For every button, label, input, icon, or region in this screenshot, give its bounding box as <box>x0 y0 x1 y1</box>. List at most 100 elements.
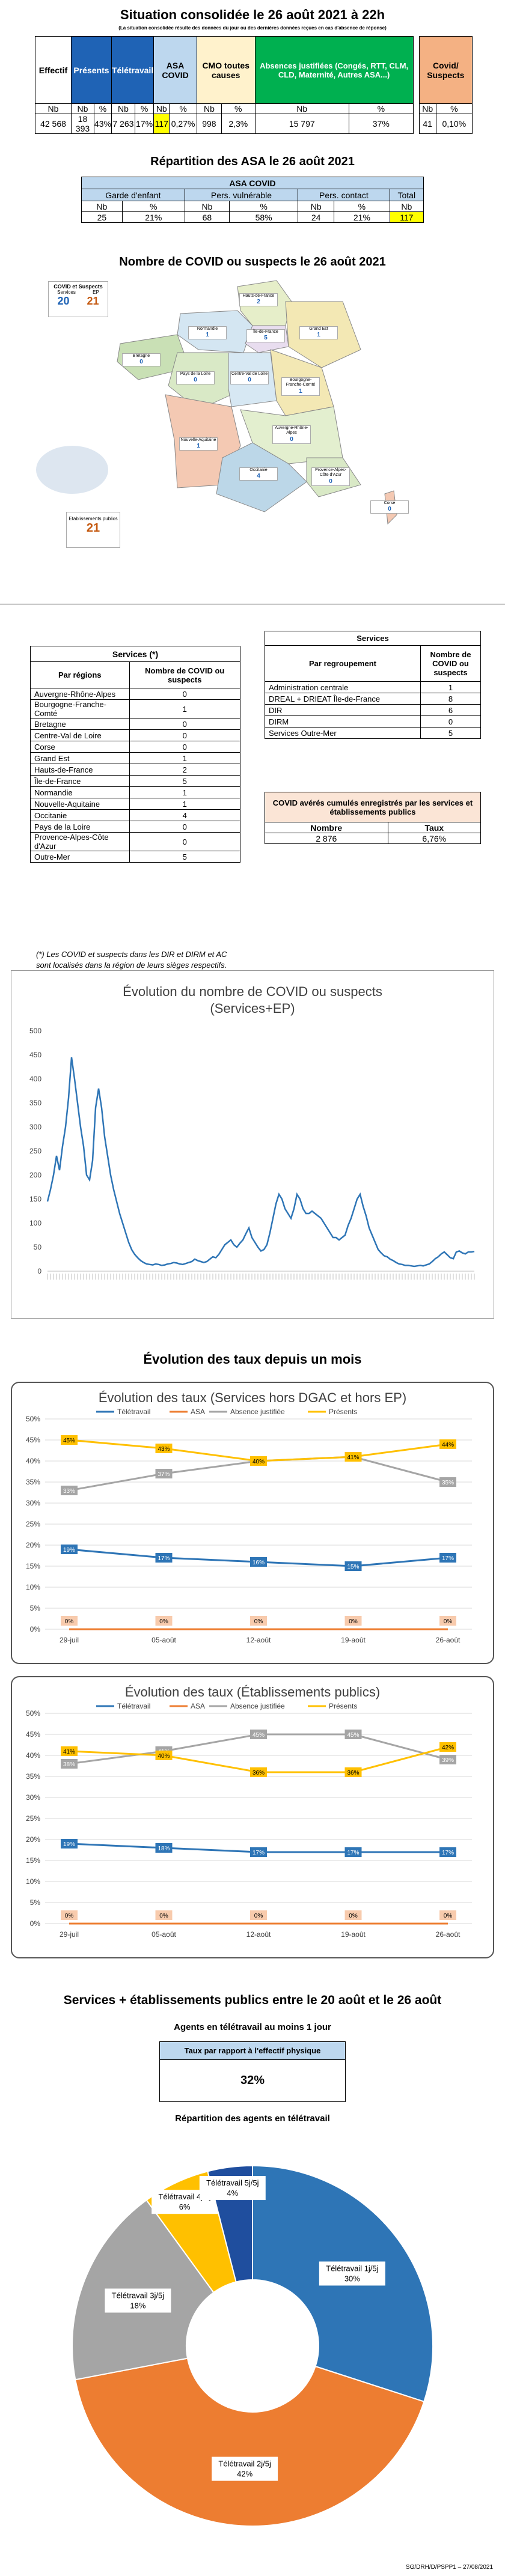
region-value: 1 <box>299 387 302 395</box>
row-label: Hauts-de-France <box>30 764 130 776</box>
row-label: Services Outre-Mer <box>265 727 421 739</box>
asa-value: 58% <box>229 211 299 223</box>
row-value: 1 <box>129 798 240 810</box>
pct-label: % <box>134 103 155 114</box>
y-tick-label: 450 <box>29 1051 41 1059</box>
nb-label: Nb <box>111 103 135 114</box>
asa-pct: 0,27% <box>169 114 197 134</box>
services-regions-table: Services (*) Par régions Nombre de COVID … <box>30 646 240 863</box>
x-tick-label: 29-juil <box>60 1636 79 1644</box>
data-label: 0% <box>65 1913 74 1919</box>
row-value: 0 <box>129 821 240 833</box>
row-value: 1 <box>420 681 481 693</box>
data-label: 41% <box>347 1454 359 1461</box>
legend-label: Présents <box>329 1408 357 1416</box>
cumul-col-taux: Taux <box>387 822 482 833</box>
legend-label: ASA <box>191 1408 205 1416</box>
region-name: Hauts-de-France <box>242 294 275 298</box>
y-tick-label: 250 <box>29 1147 41 1155</box>
region-name: Corse <box>384 501 396 505</box>
region-label: Normandie 1 <box>188 326 227 340</box>
footer: SG/DRH/D/PSPP1 – 27/08/2021 <box>405 2564 493 2571</box>
pct-label: % <box>229 201 299 212</box>
region-value: 1 <box>206 332 209 339</box>
asa-nb: 117 <box>153 114 170 134</box>
nb-label: Nb <box>71 103 94 114</box>
y-tick-label: 25% <box>26 1814 40 1823</box>
y-tick-label: 20% <box>26 1835 40 1844</box>
data-label-bg <box>61 1759 78 1769</box>
data-label: 0% <box>159 1913 168 1919</box>
row-value: 5 <box>129 851 240 863</box>
region-label: Corse 0 <box>370 500 409 514</box>
data-label: 39% <box>442 1757 454 1764</box>
region-value: 0 <box>290 436 293 443</box>
slice-label: Télétravail 4j/5j <box>158 2192 211 2201</box>
asa-table: ASA COVID Garde d'enfant Pers. vulnérabl… <box>81 177 424 223</box>
cumul-col-nombre: Nombre <box>265 822 388 833</box>
data-label-bg <box>250 1847 267 1857</box>
table-row: Auvergne-Rhône-Alpes 0 <box>30 688 240 700</box>
legend-ep-value: 21 <box>87 295 99 307</box>
chart-taux-services-svg: Évolution des taux (Services hors DGAC e… <box>26 1390 472 1644</box>
asa-value: 21% <box>334 211 390 223</box>
region-label: Bretagne 0 <box>122 353 161 367</box>
chart-title: Évolution des taux (Services hors DGAC e… <box>99 1390 406 1405</box>
data-label: 16% <box>252 1560 265 1566</box>
y-tick-label: 35% <box>26 1772 40 1781</box>
slice-pct: 18% <box>130 2301 145 2310</box>
asa-value: 24 <box>298 211 335 223</box>
chart-covid-evolution: Évolution du nombre de COVID ou suspects… <box>11 970 494 1319</box>
region-value: 2 <box>257 299 260 306</box>
row-label: DREAL + DRIEAT Île-de-France <box>265 693 421 705</box>
data-label: 19% <box>63 1841 75 1848</box>
pct-label: % <box>221 103 256 114</box>
chart-taux-ep: Évolution des taux (Établissements publi… <box>11 1676 494 1958</box>
slice-pct: 30% <box>344 2274 360 2283</box>
row-label: Île-de-France <box>30 775 130 787</box>
row-label: Outre-Mer <box>30 851 130 863</box>
asa-col-total: Total <box>389 189 424 201</box>
services-regions-title: Services (*) <box>30 646 240 662</box>
slice-pct: 6% <box>179 2202 191 2211</box>
row-label: Provence-Alpes-Côte d'Azur <box>30 832 130 851</box>
region-label: Occitanie 4 <box>239 467 278 481</box>
ep-label: Etablissements publics <box>69 516 118 521</box>
data-label: 0% <box>254 1913 263 1919</box>
map-title: Nombre de COVID ou suspects le 26 août 2… <box>119 255 386 269</box>
page-title: Situation consolidée le 26 août 2021 à 2… <box>120 7 385 22</box>
y-tick-label: 300 <box>29 1123 41 1131</box>
region-value: 0 <box>329 478 332 485</box>
y-tick-label: 20% <box>26 1541 40 1549</box>
region-name: Grand Est <box>309 327 328 331</box>
cumul-taux: 6,76% <box>387 833 482 844</box>
data-label-bg <box>155 1910 173 1920</box>
y-tick-label: 40% <box>26 1457 40 1465</box>
data-label: 18% <box>158 1845 170 1852</box>
row-label: Auvergne-Rhône-Alpes <box>30 688 130 700</box>
table-row: DIR 6 <box>265 704 481 716</box>
row-label: DIR <box>265 704 421 716</box>
row-value: 8 <box>420 693 481 705</box>
row-label: Centre-Val de Loire <box>30 729 130 741</box>
header-presents: Présents <box>71 36 112 104</box>
data-label-bg <box>439 1477 456 1487</box>
spacer <box>413 104 419 114</box>
row-value: 1 <box>129 786 240 798</box>
region-name: Occitanie <box>249 468 268 472</box>
data-label-bg <box>61 1910 78 1920</box>
table-row: Provence-Alpes-Côte d'Azur 0 <box>30 832 240 851</box>
data-label: 38% <box>63 1761 75 1768</box>
effectif-value: 42 568 <box>35 114 72 134</box>
y-tick-label: 500 <box>29 1027 41 1035</box>
table-row: Centre-Val de Loire 0 <box>30 729 240 741</box>
y-tick-label: 35% <box>26 1478 40 1486</box>
y-tick-label: 50% <box>26 1415 40 1423</box>
data-label-bg <box>344 1910 362 1920</box>
row-value: 0 <box>129 688 240 700</box>
legend-label: Absence justifiée <box>230 1702 285 1710</box>
data-label: 0% <box>254 1618 263 1625</box>
y-tick-label: 30% <box>26 1793 40 1802</box>
region-label: Provence-Alpes-Côte d'Azur 0 <box>311 467 350 486</box>
data-label-bg <box>61 1616 78 1626</box>
